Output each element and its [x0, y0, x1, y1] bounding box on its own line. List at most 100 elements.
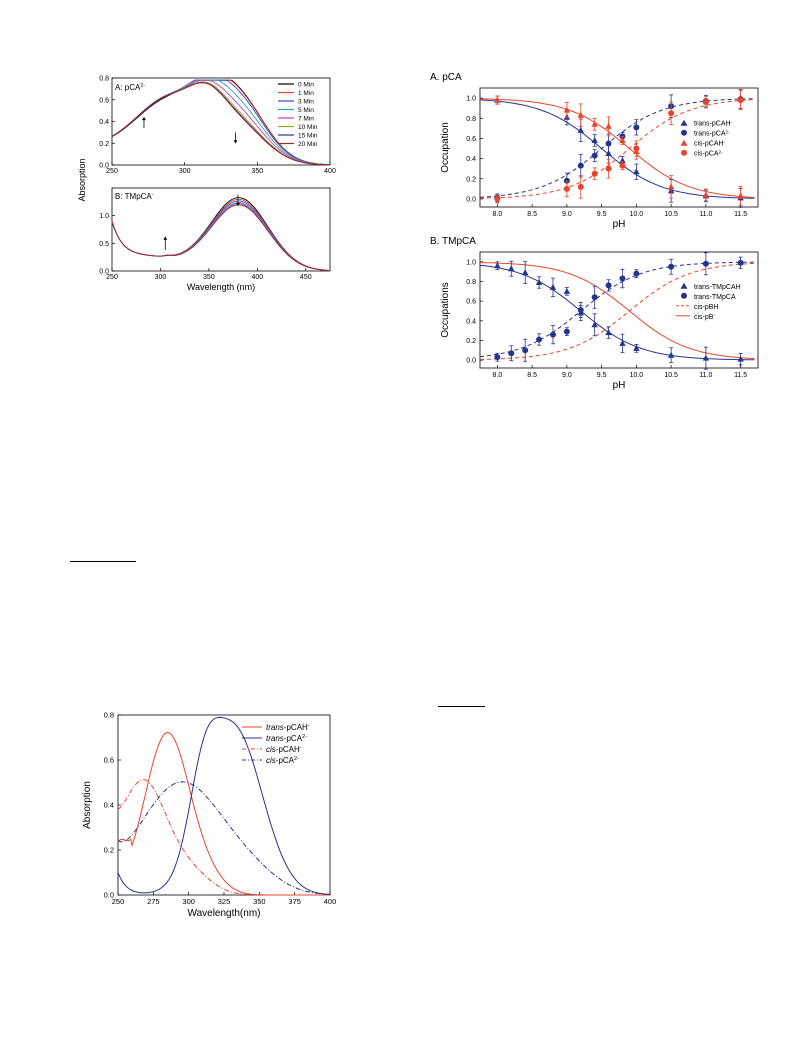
- data-point-triangle: [591, 321, 598, 328]
- legend-label: cis-pBH: [694, 304, 719, 311]
- data-point-circle: [563, 185, 570, 192]
- fit-curve: [479, 98, 755, 198]
- x-tick-label: 9.0: [562, 211, 572, 218]
- legend-marker: [681, 149, 687, 156]
- y-tick-label-b: 0.5: [99, 241, 109, 248]
- x-tick-label-a: 350: [251, 168, 263, 175]
- data-point-circle: [536, 336, 543, 343]
- data-point-triangle: [535, 278, 543, 285]
- y-tick-label: 0.6: [466, 299, 476, 306]
- legend-label-a: 20 Min: [298, 141, 318, 148]
- x-tick-label: 11.5: [734, 211, 747, 218]
- data-point-circle: [494, 195, 501, 202]
- data-point-triangle: [605, 122, 612, 129]
- y-axis-label: Absorption: [82, 781, 93, 829]
- series-line: [117, 781, 330, 895]
- data-point-circle: [591, 152, 598, 159]
- occupation-vs-ph-figure: 8.0 8.5 9.0 9.5 10.0 10.5 11.0 11.5 0.0 0.2 0.4 0.6…: [430, 72, 759, 391]
- y-tick-label: 0.4: [466, 318, 476, 325]
- y-tick-label: 0.0: [466, 196, 476, 203]
- data-point-triangle: [508, 265, 515, 272]
- data-point-circle: [605, 140, 612, 147]
- x-tick-label: 250: [112, 897, 125, 906]
- x-tick-label: 8.0: [493, 211, 503, 218]
- data-point-circle: [633, 270, 640, 277]
- fit-curve: [480, 262, 755, 360]
- data-point-circle: [737, 259, 744, 266]
- x-tick-label: 350: [253, 897, 266, 906]
- data-point-triangle: [737, 192, 744, 199]
- legend-label: trans-pCA2-: [694, 129, 730, 138]
- data-point-triangle: [702, 191, 710, 198]
- legend-marker: [681, 129, 687, 136]
- data-point-triangle: [619, 136, 626, 143]
- x-tick-label: 11.0: [699, 372, 712, 379]
- legend-marker: [680, 119, 688, 126]
- x-tick-label: 375: [288, 897, 301, 906]
- legend-label: trans-pCA2-: [266, 734, 307, 743]
- legend-label: cis-pCA2-: [694, 149, 723, 158]
- fit-curve: [479, 99, 755, 199]
- data-point-triangle: [619, 339, 626, 346]
- legend-label-a: 5 Min: [298, 107, 314, 114]
- data-point-circle: [549, 331, 556, 338]
- x-tick-label-a: 400: [324, 168, 336, 175]
- legend-label: cis-pCAH-: [694, 139, 726, 148]
- data-point-triangle: [667, 351, 675, 358]
- y-tick-label: 0.0: [104, 891, 114, 900]
- data-point-circle: [619, 162, 626, 169]
- legend-marker: [680, 282, 688, 289]
- fit-curve: [479, 98, 755, 198]
- data-point-triangle: [494, 262, 501, 269]
- data-point-triangle: [563, 106, 571, 113]
- x-tick-label: 10.0: [630, 372, 644, 379]
- data-point-triangle: [521, 269, 529, 276]
- x-tick-label: 9.5: [597, 372, 607, 379]
- x-tick-label-b: 250: [106, 274, 118, 281]
- data-point-circle: [633, 124, 640, 131]
- y-tick-label-a: 0.8: [99, 76, 109, 83]
- x-tick-label: 11.5: [734, 372, 747, 379]
- series-line-b: [111, 204, 330, 271]
- y-axis-label: Occupation: [440, 122, 451, 173]
- data-point-triangle: [633, 168, 640, 175]
- y-tick-label: 0.4: [104, 801, 114, 810]
- y-tick-label: 0.4: [466, 156, 476, 163]
- x-tick-label: 8.0: [493, 372, 503, 379]
- fit-curve: [479, 264, 755, 361]
- panel-label-b: B: TMpCA-: [115, 192, 154, 201]
- series-line-b: [111, 197, 330, 271]
- trend-arrowhead-b: [235, 202, 240, 206]
- data-point-circle: [522, 347, 529, 354]
- y-tick-label: 0.8: [466, 279, 476, 286]
- data-point-triangle: [591, 120, 598, 127]
- legend-label: trans-pCAH-: [694, 119, 733, 128]
- x-tick-label: 10.5: [664, 211, 678, 218]
- x-tick-label: 10.5: [664, 372, 678, 379]
- data-point-triangle: [605, 329, 612, 336]
- y-tick-label: 0.0: [466, 358, 476, 365]
- y-tick-label-b: 0.0: [99, 269, 109, 276]
- plot-frame-b: [111, 187, 331, 272]
- panel-title: A. pCA: [430, 72, 462, 83]
- data-point-circle: [591, 294, 598, 301]
- x-tick-label: 8.5: [527, 372, 537, 379]
- legend-label: cis-pCA2-: [266, 756, 299, 765]
- data-point-circle: [577, 307, 584, 313]
- x-tick-label-b: 350: [203, 274, 215, 281]
- absorption-kinetics-figure: 250 300 350 400 0.0 0.2 0.4 0.6 0.8 A: pCA2- 0 Min…: [77, 76, 336, 293]
- data-point-triangle: [494, 96, 501, 103]
- data-point-triangle: [591, 136, 598, 143]
- fit-curve: [479, 99, 755, 199]
- x-tick-label: 8.5: [527, 211, 537, 218]
- data-point-triangle: [702, 354, 710, 361]
- x-tick-label: 300: [182, 897, 195, 906]
- data-point-circle: [591, 170, 598, 177]
- x-tick-label: 9.5: [597, 211, 607, 218]
- legend-label-a: 7 Min: [298, 116, 314, 123]
- data-point-triangle: [633, 344, 640, 351]
- data-point-circle: [605, 165, 612, 172]
- x-tick-label: 275: [147, 897, 160, 906]
- legend-marker: [680, 139, 688, 146]
- y-tick-label: 0.2: [466, 338, 476, 345]
